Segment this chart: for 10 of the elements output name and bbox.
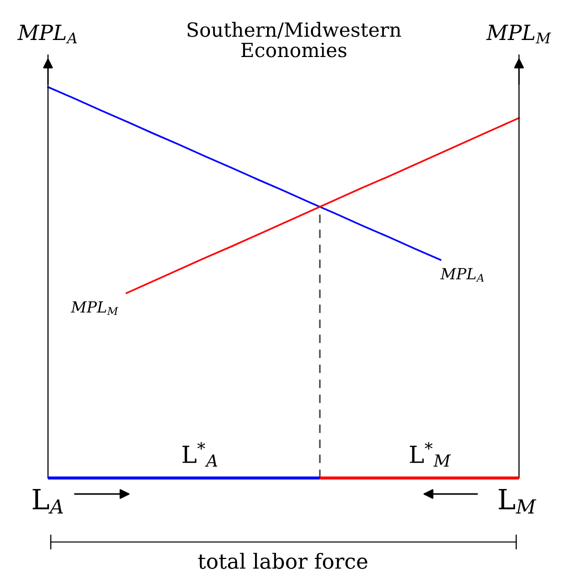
series-label: MPL$_{A}$ [440, 268, 484, 282]
series-label: MPL$_{M}$ [70, 301, 118, 315]
y-axis-title: MPL$_{A}$ [17, 24, 77, 44]
text: L$_{A}$ [32, 488, 63, 514]
annotation: L$^{*}$$_{A}$ [182, 442, 218, 467]
chart-title: Southern/Midwestern Economies [188, 22, 402, 58]
y2-axis-title: MPL$_{M}$ [486, 24, 552, 44]
text: L$_{M}$ [498, 488, 536, 514]
text: total labor force [198, 552, 368, 569]
annotation: L$^{*}$$_{M}$ [410, 442, 451, 467]
